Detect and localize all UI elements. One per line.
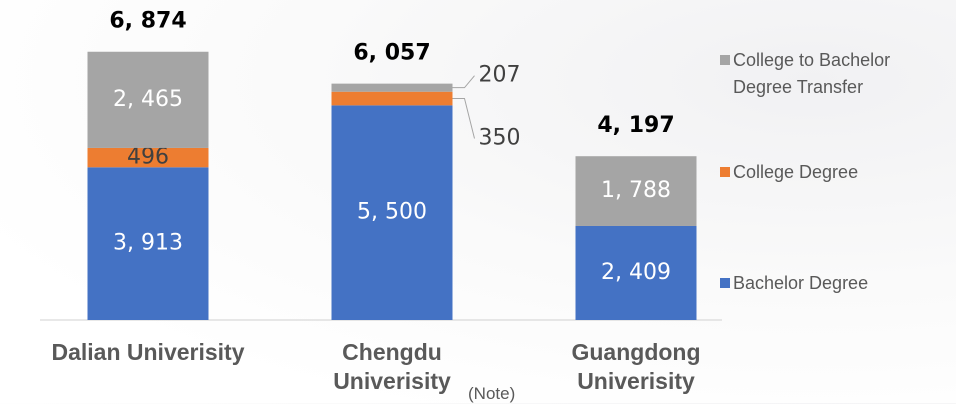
legend-swatch	[720, 167, 730, 177]
bar-segment	[87, 147, 209, 168]
legend-item: Bachelor Degree	[720, 270, 945, 297]
data-label: 1, 788	[601, 178, 671, 203]
x-tick-label: Guangdong Univerisity	[571, 339, 701, 394]
leader-line	[452, 98, 475, 139]
legend-label: College Degree	[733, 162, 859, 182]
legend-swatch	[720, 278, 730, 288]
bar-segment	[575, 156, 697, 226]
bar-segment	[331, 91, 453, 106]
data-label: 207	[479, 63, 521, 88]
x-tick-label: Dalian Univerisity	[51, 339, 245, 365]
bar-segment	[575, 225, 697, 320]
data-label: 5, 500	[357, 200, 427, 225]
x-tick-label: Chengdu Univerisity	[333, 339, 451, 394]
bar-segment	[87, 167, 209, 320]
legend-label: College to Bachelor Degree Transfer	[733, 50, 891, 97]
annotation: (Note)	[468, 384, 516, 403]
legend-label: Bachelor Degree	[733, 273, 869, 293]
total-label: 4, 197	[597, 113, 674, 138]
data-label: 350	[479, 126, 521, 151]
total-label: 6, 874	[109, 9, 186, 34]
data-label: 496	[127, 145, 169, 170]
bar-segment	[87, 51, 209, 148]
data-label: 2, 465	[113, 87, 183, 112]
bar-segment	[331, 83, 453, 92]
data-label: 2, 409	[601, 260, 671, 285]
leader-line	[452, 75, 475, 89]
legend-swatch	[720, 55, 730, 65]
data-label: 3, 913	[113, 231, 183, 256]
legend-item: College Degree	[720, 159, 945, 186]
bar-segment	[331, 105, 453, 321]
total-label: 6, 057	[353, 41, 430, 66]
legend-item: College to Bachelor Degree Transfer	[720, 47, 945, 101]
